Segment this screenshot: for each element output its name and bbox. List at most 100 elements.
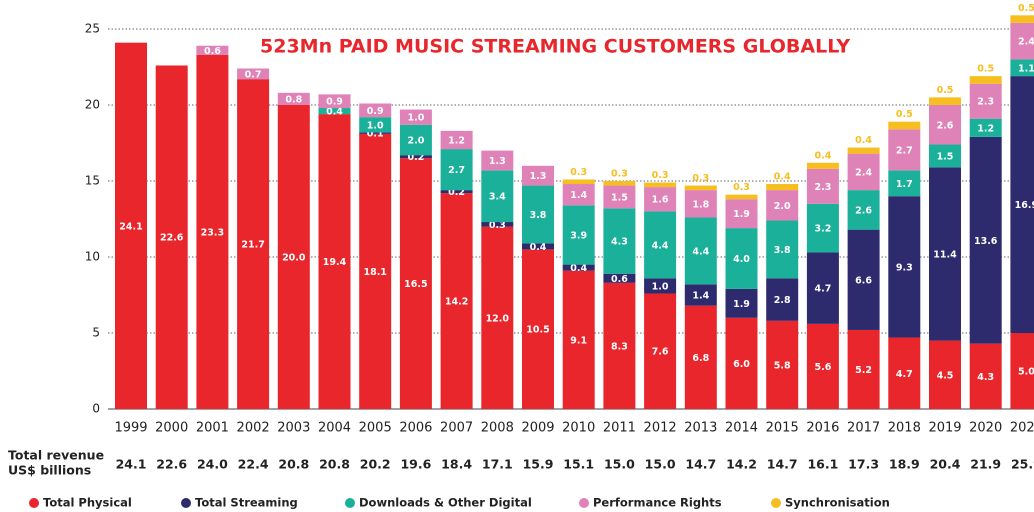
bar-segment [847, 329, 880, 409]
value-label: 1.8 [692, 199, 709, 210]
value-label: 1.9 [733, 299, 750, 310]
y-tick-label: 5 [92, 326, 100, 340]
bar-segment [847, 147, 880, 154]
total-label: 15.0 [604, 457, 635, 472]
bar-segment [929, 340, 961, 409]
bar-segment [603, 273, 636, 283]
value-label: 4.5 [937, 370, 954, 381]
legend-label: Total Physical [43, 496, 132, 510]
value-label: 11.4 [933, 249, 957, 260]
x-tick-label: 2004 [318, 421, 351, 436]
total-label: 18.4 [441, 457, 472, 472]
value-label: 1.3 [489, 156, 506, 167]
bar-segment [277, 92, 310, 105]
bar-segment [603, 185, 636, 209]
bar-segment [440, 130, 473, 150]
bar-segment [522, 243, 554, 250]
value-label: 19.4 [323, 257, 347, 268]
x-tick-label: 2013 [684, 421, 717, 436]
total-label: 17.1 [482, 457, 513, 472]
bar-segment [562, 270, 595, 409]
total-label: 15.9 [523, 457, 554, 472]
value-label: 0.4 [326, 107, 343, 118]
x-tick-label: 2014 [725, 421, 758, 436]
x-tick-label: 2012 [644, 421, 677, 436]
legend-marker [345, 498, 355, 508]
bar-segment [644, 187, 677, 212]
bar-segment [318, 94, 351, 109]
bar-segment [481, 222, 514, 227]
total-label: 14.7 [767, 457, 798, 472]
bar-segment [196, 45, 229, 55]
value-label: 3.4 [489, 192, 506, 203]
value-label: 16.9 [1015, 200, 1034, 211]
value-label: 5.2 [855, 365, 872, 376]
x-tick-label: 2008 [481, 421, 514, 436]
y-tick-label: 20 [85, 98, 100, 112]
bar-segment [1010, 333, 1034, 409]
bar-segment [237, 79, 270, 409]
total-label: 16.1 [807, 457, 838, 472]
value-label: 13.6 [974, 236, 998, 247]
value-label: 14.2 [445, 297, 468, 308]
value-label: 0.4 [774, 172, 791, 183]
value-label: 4.7 [814, 284, 831, 295]
bar-segment [684, 185, 717, 191]
value-label: 1.2 [977, 123, 994, 134]
bar-segment [522, 165, 554, 186]
value-label: 0.6 [204, 46, 221, 57]
x-tick-label: 2011 [603, 421, 636, 436]
legend-marker [771, 498, 781, 508]
total-label: 24.1 [116, 457, 147, 472]
value-label: 8.3 [611, 341, 628, 352]
value-label: 4.0 [733, 254, 750, 265]
bar-segment [359, 103, 392, 118]
legend-marker [29, 498, 39, 508]
legend-label: Synchronisation [785, 496, 890, 510]
bar-segment [644, 293, 677, 409]
value-label: 0.3 [489, 220, 506, 231]
value-label: 2.4 [855, 167, 872, 178]
bar-segment [481, 150, 514, 171]
value-label: 0.5 [977, 64, 994, 75]
bar-segment [847, 229, 880, 330]
total-label: 15.1 [563, 457, 594, 472]
total-label: 17.3 [848, 457, 879, 472]
value-label: 0.2 [407, 152, 424, 163]
bar-segment [318, 108, 351, 115]
bar-segment [725, 317, 758, 409]
bar-segment [440, 190, 473, 194]
value-label: 0.8 [285, 94, 302, 105]
value-label: 0.4 [855, 135, 872, 146]
bar-segment [155, 65, 188, 409]
chart-title: 523Mn PAID MUSIC STREAMING CUSTOMERS GLO… [260, 36, 850, 58]
legend-label: Downloads & Other Digital [359, 496, 532, 510]
bar-segment [359, 132, 392, 134]
value-label: 0.2 [448, 187, 465, 198]
bar-segment [725, 199, 758, 229]
value-label: 20.0 [282, 253, 306, 264]
x-tick-label: 2003 [277, 421, 310, 436]
value-label: 1.4 [692, 291, 709, 302]
value-label: 0.3 [611, 169, 628, 180]
bar-segment [684, 305, 717, 409]
x-tick-label: 2000 [155, 421, 188, 436]
y-tick-label: 10 [85, 250, 100, 264]
total-label: 22.6 [156, 457, 187, 472]
bar-segment [522, 249, 554, 409]
value-label: 1.6 [652, 195, 669, 206]
value-label: 1.2 [448, 135, 465, 146]
value-label: 6.0 [733, 359, 750, 370]
bar-segment [603, 282, 636, 409]
y-tick-label: 15 [85, 174, 100, 188]
bar-segment [806, 168, 839, 204]
value-label: 3.8 [774, 245, 791, 256]
total-label: 14.2 [726, 457, 757, 472]
value-label: 12.0 [486, 313, 510, 324]
value-label: 0.5 [896, 109, 913, 120]
legend-label: Total Streaming [195, 496, 298, 510]
value-label: 1.7 [896, 179, 913, 190]
bar-segment [806, 252, 839, 324]
value-label: 2.7 [448, 165, 465, 176]
value-label: 5.0 [1018, 367, 1034, 378]
